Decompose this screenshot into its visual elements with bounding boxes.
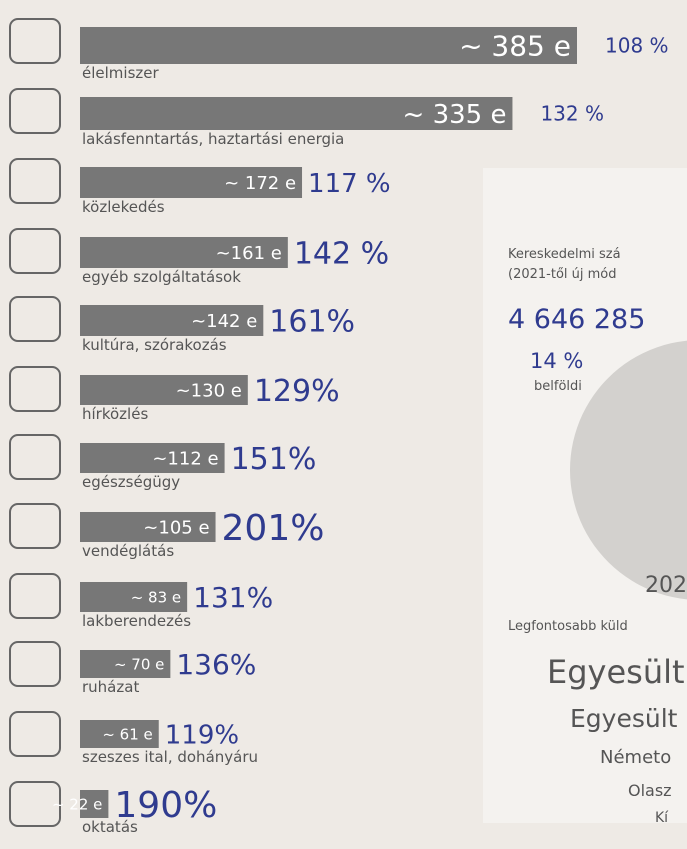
category-label: egyéb szolgáltatások [82, 268, 241, 286]
panel-year: 202 [645, 573, 687, 598]
value-label: ~161 e [216, 243, 282, 264]
category-label: szeszes ital, dohányáru [82, 748, 258, 766]
change-label: 129% [254, 374, 340, 409]
country-label: Németo [600, 747, 671, 768]
value-label: ~130 e [176, 380, 242, 401]
change-label: 136% [176, 648, 256, 681]
value-label: ~ 61 e [102, 725, 152, 743]
panel-total: 4 646 285 [508, 304, 645, 335]
panel-text: (2021-től új mód [508, 267, 617, 282]
change-label: 201% [222, 508, 325, 549]
value-label: ~ 385 e [459, 30, 571, 63]
change-label: 119% [165, 720, 239, 750]
change-label: 142 % [294, 236, 389, 271]
value-label: ~ 172 e [224, 173, 296, 194]
change-label: 132 % [540, 102, 604, 126]
value-label: ~142 e [191, 311, 257, 332]
value-label: ~105 e [143, 517, 209, 538]
value-label: ~112 e [152, 448, 218, 469]
category-label: lakásfenntartás, haztartási energia [82, 130, 344, 148]
category-label: egészségügy [82, 473, 180, 491]
category-label: vendéglátás [82, 542, 174, 560]
value-label: ~ 335 e [403, 100, 507, 130]
category-label: lakberendezés [82, 612, 191, 630]
category-label: oktatás [82, 818, 138, 836]
change-label: 151% [231, 442, 317, 477]
country-label: Egyesült [547, 653, 685, 691]
country-label: Egyesült [570, 704, 678, 733]
pie-caption: belföldi [534, 379, 582, 394]
pie-label: 14 % [530, 349, 583, 373]
change-label: 161% [269, 304, 355, 339]
category-label: ruházat [82, 678, 139, 696]
category-label: hírközlés [82, 405, 148, 423]
country-label: Kí [655, 810, 669, 826]
panel-text: Kereskedelmi szá [508, 247, 621, 262]
change-label: 131% [193, 581, 273, 614]
change-label: 117 % [308, 169, 391, 199]
category-label: élelmiszer [82, 64, 159, 82]
value-label: ~ 22 e [52, 795, 102, 813]
panel-subtitle: Legfontosabb küld [508, 619, 628, 634]
category-label: kultúra, szórakozás [82, 336, 227, 354]
value-label: ~ 70 e [114, 655, 164, 673]
infographic: Kereskedelmi szá (2021-től új mód 4 646 … [0, 0, 687, 849]
value-label: ~ 83 e [131, 588, 181, 606]
category-label: közlekedés [82, 198, 165, 216]
country-label: Olasz [628, 781, 672, 800]
change-label: 108 % [605, 34, 669, 58]
